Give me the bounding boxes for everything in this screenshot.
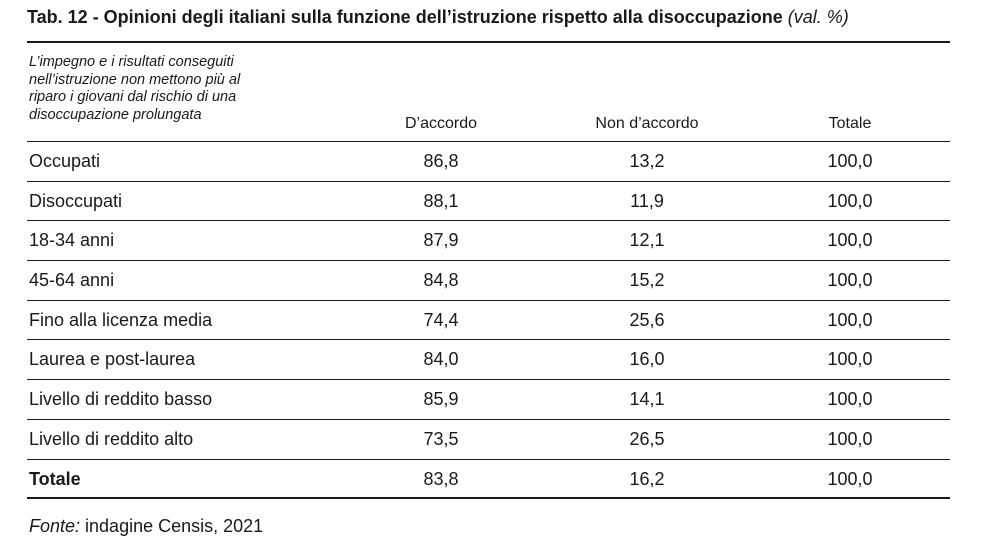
cell-accordo: 88,1 [423, 190, 459, 211]
table-row: 18-34 anni 87,9 12,1 100,0 [0, 221, 992, 262]
cell-totale: 100,0 [827, 309, 873, 330]
cell-non-accordo: 26,5 [629, 428, 665, 449]
cell-totale: 100,0 [827, 468, 873, 489]
row-label: Occupati [29, 151, 101, 171]
cell-non-accordo: 11,9 [630, 190, 664, 211]
row-divider [27, 299, 950, 301]
cell-non-accordo: 16,2 [629, 468, 665, 489]
source-note: Fonte: indagine Censis, 2021 [29, 515, 263, 537]
row-label: Disoccupati [29, 190, 123, 211]
cell-non-accordo: 12,1 [629, 230, 665, 251]
cell-non-accordo: 14,1 [629, 389, 665, 410]
cell-totale: 100,0 [827, 190, 873, 211]
cell-accordo: 85,9 [423, 389, 459, 410]
row-divider [27, 458, 950, 460]
bottom-rule [27, 497, 950, 499]
column-header-non-accordo: Non d’accordo [595, 115, 699, 132]
cell-totale: 100,0 [827, 270, 873, 291]
row-label: Livello di reddito basso [29, 389, 213, 410]
cell-totale: 100,0 [827, 349, 873, 370]
row-label-total: Totale [29, 468, 81, 489]
header-rule [27, 141, 950, 142]
table-row: Livello di reddito alto 73,5 26,5 100,0 [0, 420, 992, 460]
row-divider [27, 339, 950, 341]
cell-totale: 100,0 [827, 389, 873, 410]
cell-accordo: 87,9 [423, 230, 459, 251]
source-text: indagine Censis, 2021 [80, 516, 264, 536]
top-rule [27, 41, 950, 43]
cell-non-accordo: 15,2 [629, 270, 665, 291]
table-body: Occupati 86,8 13,2 100,0 Disoccupati 88,… [0, 142, 992, 499]
row-divider [27, 379, 950, 381]
table-title-text: Tab. 12 - Opinioni degli italiani sulla … [27, 7, 783, 27]
table-row: Occupati 86,8 13,2 100,0 [0, 142, 992, 182]
table-title-unit: (val. %) [787, 7, 849, 27]
table-row: Livello di reddito basso 85,9 14,1 100,0 [0, 380, 992, 420]
cell-accordo: 83,8 [423, 468, 459, 489]
cell-totale: 100,0 [827, 428, 873, 449]
table-row: 45-64 anni 84,8 15,2 100,0 [0, 261, 992, 301]
cell-accordo: 74,4 [423, 309, 459, 330]
row-label: 18-34 anni [29, 230, 115, 251]
row-divider [27, 260, 950, 262]
stub-header: L’impegno e i risultati conseguiti nell’… [29, 54, 241, 123]
row-divider [27, 180, 950, 182]
table-title: Tab. 12 - Opinioni degli italiani sulla … [27, 6, 967, 28]
cell-non-accordo: 13,2 [629, 151, 665, 171]
cell-non-accordo: 16,0 [629, 349, 665, 370]
cell-non-accordo: 25,6 [629, 309, 665, 330]
cell-totale: 100,0 [827, 230, 873, 251]
cell-accordo: 84,0 [423, 349, 459, 370]
row-label: Fino alla licenza media [29, 309, 213, 330]
cell-totale: 100,0 [827, 151, 873, 171]
table-row: Laurea e post-laurea 84,0 16,0 100,0 [0, 340, 992, 381]
table-row: Fino alla licenza media 74,4 25,6 100,0 [0, 301, 992, 341]
cell-accordo: 86,8 [423, 151, 459, 171]
row-divider [27, 220, 950, 222]
cell-accordo: 73,5 [423, 428, 459, 449]
row-divider [27, 418, 950, 420]
source-label: Fonte: [29, 516, 81, 536]
row-label: Livello di reddito alto [29, 428, 194, 449]
column-header-totale: Totale [828, 115, 872, 132]
row-label: 45-64 anni [29, 270, 115, 291]
cell-accordo: 84,8 [423, 270, 459, 291]
column-header-accordo: D’accordo [404, 115, 478, 132]
table-row-total: Totale 83,8 16,2 100,0 [0, 460, 992, 500]
table-row: Disoccupati 88,1 11,9 100,0 [0, 182, 992, 222]
row-label: Laurea e post-laurea [29, 349, 196, 370]
